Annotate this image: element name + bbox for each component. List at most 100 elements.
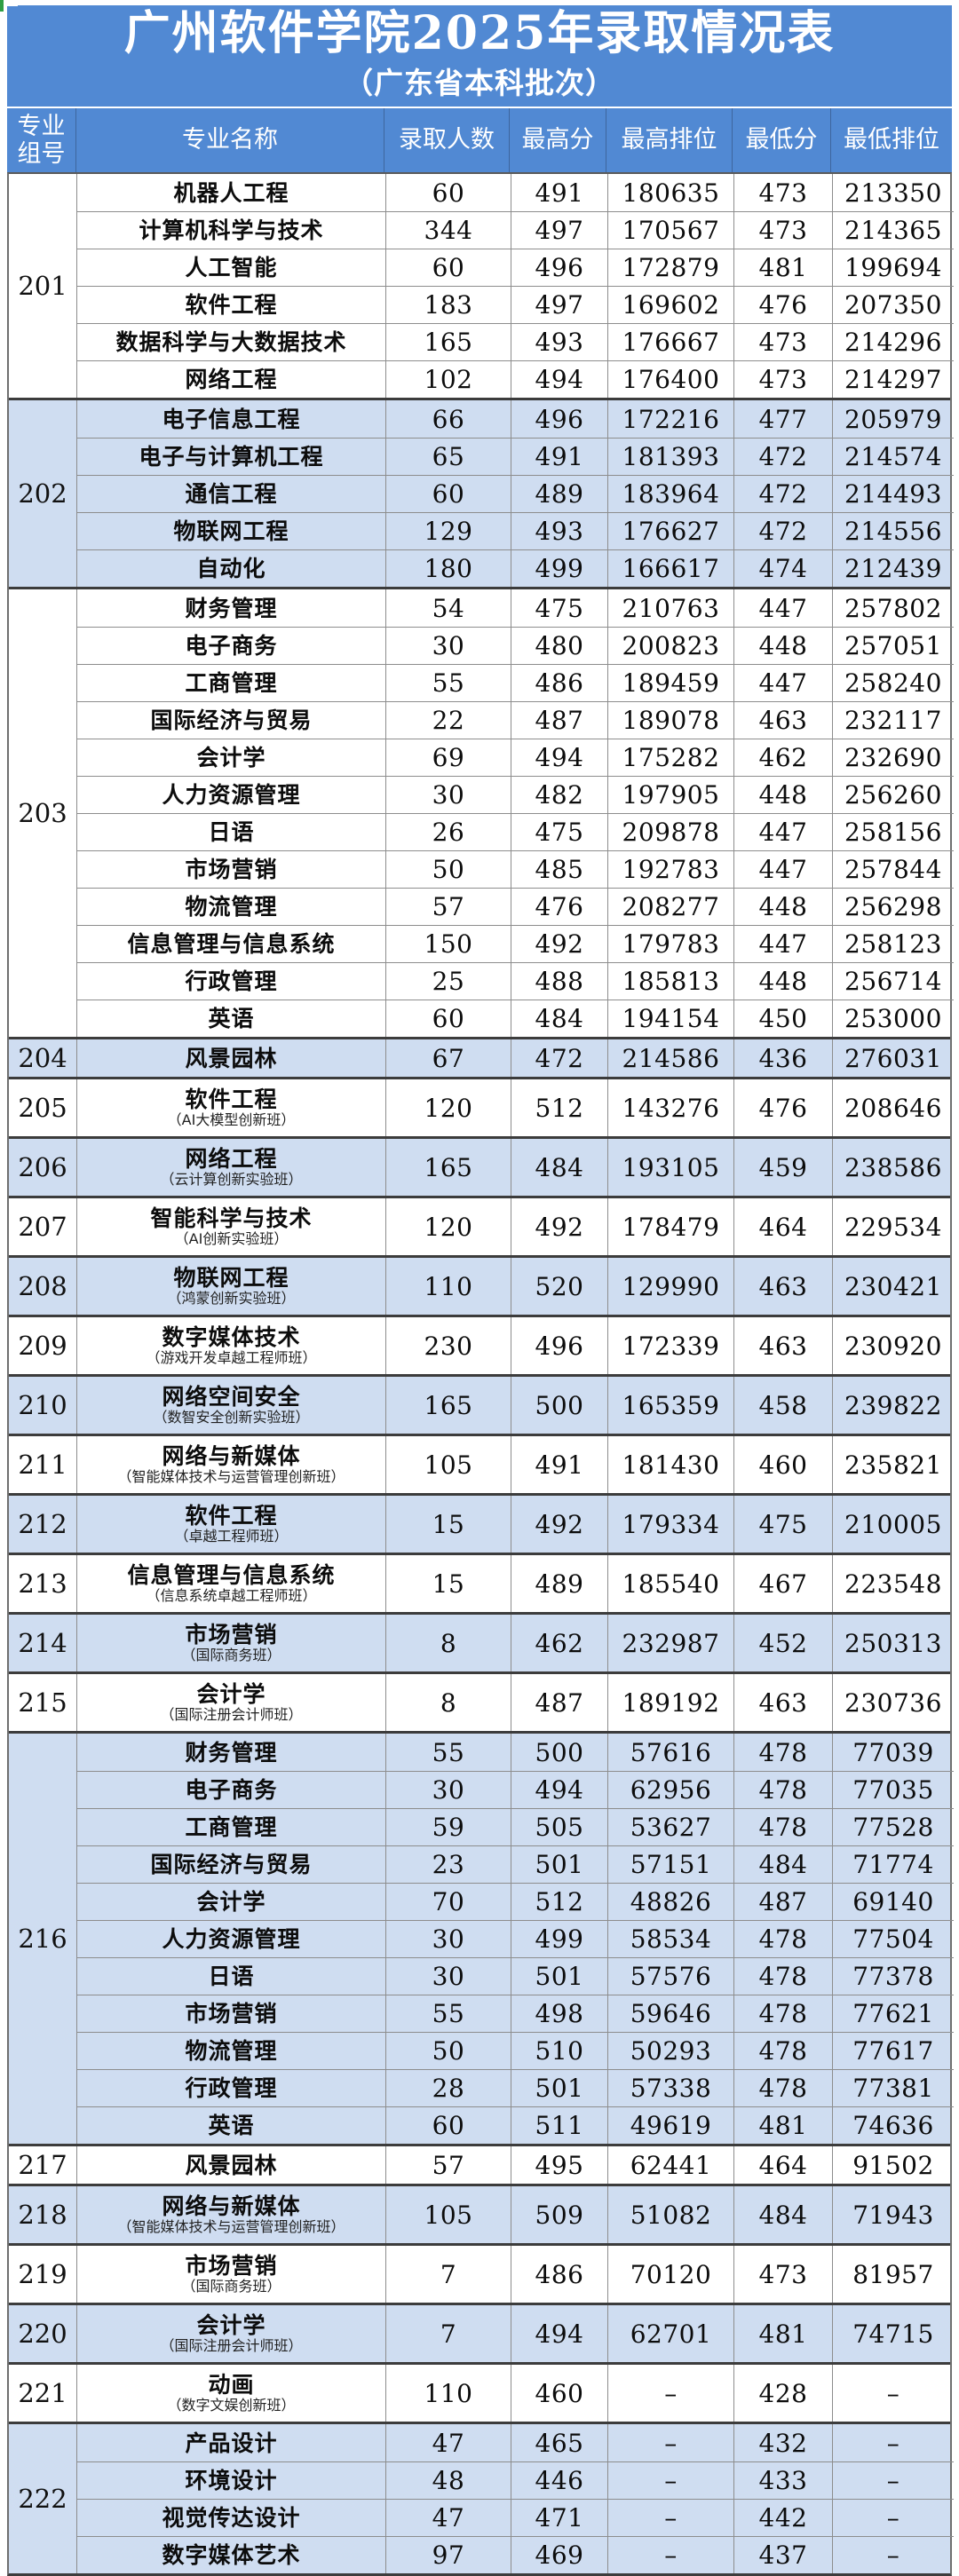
admitted-count-cell: 60 [385, 2107, 511, 2144]
max-rank-cell: – [607, 2500, 733, 2536]
group-number: 203 [9, 589, 77, 1037]
admitted-count-cell: 60 [385, 476, 511, 512]
admitted-count-cell: 97 [385, 2537, 511, 2573]
admitted-count-cell: 26 [385, 814, 511, 850]
major-name-cell: 市场营销 （国际商务班） [77, 2246, 385, 2303]
admitted-count-cell: 150 [385, 926, 511, 962]
max-score-cell: 492 [511, 1496, 607, 1553]
major-name: 视觉传达设计 [162, 2505, 301, 2531]
max-score-cell: 500 [511, 1734, 607, 1771]
max-rank-cell: – [607, 2462, 733, 2499]
min-rank-cell: 238586 [832, 1139, 954, 1196]
major-name-cell: 物联网工程 [77, 513, 385, 549]
table-row: 电子商务 30 494 62956 478 77035 [77, 1771, 954, 1808]
major-name-cell: 网络与新媒体 （智能媒体技术与运营管理创新班） [77, 2186, 385, 2243]
group-number: 204 [9, 1039, 77, 1077]
table-row: 日语 26 475 209878 447 258156 [77, 813, 954, 850]
min-rank-cell: 71774 [832, 1846, 954, 1883]
min-score-cell: 475 [733, 1496, 832, 1553]
group-number: 207 [9, 1198, 77, 1255]
table-row: 会计学 （国际注册会计师班） 8 487 189192 463 230736 [77, 1674, 954, 1731]
table-row: 日语 30 501 57576 478 77378 [77, 1957, 954, 1995]
group-206: 206 网络工程 （云计算创新实验班） 165 484 193105 459 238586 [9, 1136, 950, 1196]
table-row: 电子与计算机工程 65 491 181393 472 214574 [77, 438, 954, 475]
group-214: 214 市场营销 （国际商务班） 8 462 232987 452 250313 [9, 1612, 950, 1671]
page-subtitle: （广东省本科批次） [344, 66, 615, 101]
max-score-cell: 494 [511, 361, 607, 398]
group-211: 211 网络与新媒体 （智能媒体技术与运营管理创新班） 105 491 181430 460… [9, 1434, 950, 1493]
max-rank-cell: 53627 [607, 1809, 733, 1845]
min-score-cell: 447 [733, 926, 832, 962]
group-rows: 网络工程 （云计算创新实验班） 165 484 193105 459 238586 [77, 1139, 954, 1196]
max-score-cell: 485 [511, 851, 607, 888]
max-score-cell: 471 [511, 2500, 607, 2536]
table-row: 电子商务 30 480 200823 448 257051 [77, 627, 954, 664]
major-name: 工商管理 [185, 670, 278, 696]
major-name: 信息管理与信息系统 [127, 931, 336, 957]
max-score-cell: 496 [511, 249, 607, 286]
min-score-cell: 473 [733, 174, 832, 211]
max-score-cell: 491 [511, 174, 607, 211]
table-row: 英语 60 511 49619 481 74636 [77, 2106, 954, 2144]
group-number: 205 [9, 1079, 77, 1136]
min-score-cell: 447 [733, 814, 832, 850]
major-subtitle: （数字文娱创新班） [167, 2397, 296, 2414]
group-rows: 数字媒体技术 （游戏开发卓越工程师班） 230 496 172339 463 230920 [77, 1317, 954, 1374]
column-header-group-line1: 专业 [17, 112, 66, 140]
major-name: 市场营销 [185, 2001, 278, 2027]
min-score-cell: 432 [733, 2424, 832, 2461]
min-score-cell: 463 [733, 1258, 832, 1315]
group-number: 222 [9, 2424, 77, 2573]
admitted-count-cell: 70 [385, 1884, 511, 1920]
min-score-cell: 477 [733, 400, 832, 438]
min-score-cell: 448 [733, 889, 832, 925]
max-score-cell: 492 [511, 926, 607, 962]
table-row: 数字媒体技术 （游戏开发卓越工程师班） 230 496 172339 463 230920 [77, 1317, 954, 1374]
min-rank-cell: 212439 [832, 550, 954, 587]
table-row: 数据科学与大数据技术 165 493 176667 473 214296 [77, 323, 954, 360]
max-rank-cell: 62701 [607, 2305, 733, 2362]
min-rank-cell: 256714 [832, 963, 954, 1000]
max-score-cell: 492 [511, 1198, 607, 1255]
major-name: 市场营销 [185, 857, 278, 882]
admitted-count-cell: 120 [385, 1198, 511, 1255]
table-row: 计算机科学与技术 344 497 170567 473 214365 [77, 211, 954, 249]
max-rank-cell: 209878 [607, 814, 733, 850]
major-name: 网络工程 [185, 367, 278, 392]
table-row: 财务管理 54 475 210763 447 257802 [77, 589, 954, 627]
group-220: 220 会计学 （国际注册会计师班） 7 494 62701 481 74715 [9, 2303, 950, 2362]
table-row: 物流管理 50 510 50293 478 77617 [77, 2032, 954, 2069]
admitted-count-cell: 105 [385, 1436, 511, 1493]
table-row: 软件工程 183 497 169602 476 207350 [77, 286, 954, 323]
max-score-cell: 498 [511, 1995, 607, 2032]
min-rank-cell: 214574 [832, 439, 954, 475]
table-row: 电子信息工程 66 496 172216 477 205979 [77, 400, 954, 438]
major-name-cell: 物流管理 [77, 2033, 385, 2069]
group-217: 217 风景园林 57 495 62441 464 91502 [9, 2144, 950, 2184]
admitted-count-cell: 55 [385, 665, 511, 701]
table-body: 201 机器人工程 60 491 180635 473 213350 计算机科学与技术 344 4… [7, 172, 954, 2576]
table-row: 软件工程 （AI大模型创新班） 120 512 143276 476 208646 [77, 1079, 954, 1136]
group-rows: 产品设计 47 465–432– 环境设计 48 446–433– 视觉传达设计 47 471–… [77, 2424, 954, 2573]
admitted-count-cell: 165 [385, 1139, 511, 1196]
table-row: 行政管理 28 501 57338 478 77381 [77, 2069, 954, 2106]
max-score-cell: 494 [511, 2305, 607, 2362]
min-score-cell: 478 [733, 1921, 832, 1957]
major-name: 行政管理 [185, 968, 278, 994]
admitted-count-cell: 22 [385, 702, 511, 739]
major-subtitle: （智能媒体技术与运营管理创新班） [117, 2218, 345, 2236]
group-219: 219 市场营销 （国际商务班） 7 486 70120 473 81957 [9, 2243, 950, 2303]
group-rows: 物联网工程 （鸿蒙创新实验班） 110 520 129990 463 230421 [77, 1258, 954, 1315]
admitted-count-cell: 23 [385, 1846, 511, 1883]
max-rank-cell: 57151 [607, 1846, 733, 1883]
major-name-cell: 日语 [77, 814, 385, 850]
max-score-cell: 491 [511, 439, 607, 475]
min-rank-cell: – [832, 2365, 954, 2422]
min-rank-cell: 77039 [832, 1734, 954, 1771]
admitted-count-cell: 67 [385, 1039, 511, 1077]
min-rank-cell: – [832, 2537, 954, 2573]
major-name: 计算机科学与技术 [139, 217, 324, 243]
min-score-cell: 447 [733, 851, 832, 888]
major-name-cell: 软件工程 （AI大模型创新班） [77, 1079, 385, 1136]
group-221: 221 动画 （数字文娱创新班） 110 460–428– [9, 2362, 950, 2422]
